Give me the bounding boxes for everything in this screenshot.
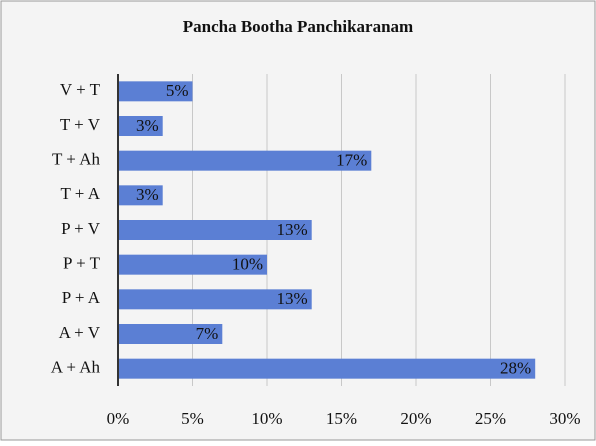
x-tick-label: 5% — [181, 409, 204, 428]
bar — [118, 220, 312, 240]
y-tick-label: A + V — [59, 323, 101, 342]
x-tick-label: 15% — [326, 409, 357, 428]
data-label: 10% — [232, 255, 263, 274]
data-label: 5% — [166, 81, 189, 100]
y-tick-label: A + Ah — [51, 358, 101, 377]
data-label: 28% — [500, 359, 531, 378]
data-label: 7% — [196, 324, 219, 343]
bar — [118, 185, 163, 206]
y-tick-label: V + T — [60, 80, 101, 99]
y-tick-label: T + V — [60, 115, 101, 134]
bar — [118, 358, 536, 379]
data-label: 17% — [336, 151, 367, 170]
data-label: 13% — [277, 289, 308, 308]
x-tick-label: 20% — [400, 409, 431, 428]
y-tick-label: T + A — [60, 184, 100, 203]
x-tick-label: 0% — [107, 409, 130, 428]
chart-title: Pancha Bootha Panchikaranam — [183, 17, 413, 36]
bar — [118, 116, 163, 136]
x-tick-label: 30% — [549, 409, 580, 428]
bar — [118, 150, 372, 171]
data-label: 3% — [136, 116, 159, 135]
y-tick-label: T + Ah — [52, 150, 101, 169]
bar — [118, 81, 193, 102]
bar — [118, 289, 312, 310]
y-tick-label: P + A — [62, 288, 101, 307]
bar — [118, 324, 223, 344]
y-tick-label: P + T — [63, 254, 101, 273]
data-label: 13% — [277, 220, 308, 239]
x-tick-label: 10% — [251, 409, 282, 428]
y-tick-label: P + V — [61, 219, 101, 238]
x-tick-label: 25% — [475, 409, 506, 428]
data-label: 3% — [136, 185, 159, 204]
bar — [118, 254, 267, 275]
